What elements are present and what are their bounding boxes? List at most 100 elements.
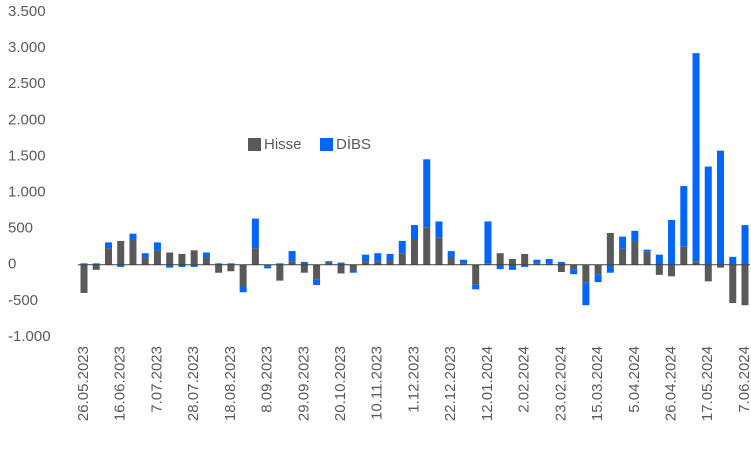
bar [508, 264, 516, 270]
bar [349, 270, 357, 273]
bar [643, 249, 651, 252]
bar [166, 252, 174, 265]
bar [447, 257, 455, 265]
bar [202, 257, 210, 265]
bar [582, 264, 590, 283]
bar [80, 264, 88, 293]
x-tick-label: 5.04.2024 [626, 346, 643, 413]
bar [215, 264, 223, 273]
bar [557, 264, 565, 272]
bar [325, 261, 333, 263]
bar [729, 264, 737, 304]
y-tick-label: -500 [8, 292, 38, 309]
bar [459, 259, 467, 264]
bar [129, 233, 137, 240]
bar [423, 159, 431, 228]
bar [472, 264, 480, 285]
x-tick-label: 28.07.2023 [185, 346, 202, 421]
bar [545, 259, 553, 264]
bar [570, 264, 578, 270]
bar [533, 263, 541, 265]
y-tick-label: 2.500 [8, 75, 46, 92]
bar [251, 248, 259, 265]
bar [521, 264, 529, 267]
bar [582, 282, 590, 306]
x-tick-label: 2.02.2024 [516, 346, 533, 413]
x-tick-label: 15.03.2024 [589, 346, 606, 421]
x-tick-label: 12.01.2024 [479, 346, 496, 421]
legend-swatch [320, 138, 333, 151]
bar [692, 53, 700, 262]
bar [668, 264, 676, 277]
x-tick-label: 22.12.2023 [442, 346, 459, 421]
bar [300, 261, 308, 265]
y-tick-label: 0 [8, 256, 16, 273]
bar [104, 248, 112, 265]
x-tick-label: 1.12.2023 [405, 346, 422, 413]
bar [251, 218, 259, 249]
bar [202, 252, 210, 258]
bar [349, 264, 357, 271]
bar [594, 274, 602, 283]
bar [717, 264, 725, 268]
bar [606, 233, 614, 265]
x-tick-label: 26.04.2024 [663, 346, 680, 421]
bar [92, 264, 100, 270]
y-tick-label: 2.000 [8, 111, 46, 128]
bar [215, 263, 223, 265]
bar [374, 261, 382, 265]
x-tick-label: 7.07.2023 [148, 346, 165, 413]
bar [729, 256, 737, 265]
bar [570, 269, 578, 275]
bar [239, 264, 247, 287]
bar [141, 253, 149, 258]
bar [386, 253, 394, 261]
bar [362, 261, 370, 265]
bar [117, 240, 125, 265]
bar [227, 264, 235, 272]
bar [435, 221, 443, 238]
bar [521, 253, 529, 265]
bar [533, 259, 541, 264]
bar [594, 264, 602, 275]
bar [704, 264, 712, 282]
bar [166, 264, 174, 268]
legend-swatch [248, 138, 261, 151]
bar [717, 150, 725, 265]
bar [472, 284, 480, 290]
bar [398, 253, 406, 265]
x-tick-label: 10.11.2023 [369, 346, 386, 420]
bar [484, 263, 492, 265]
bar [447, 251, 455, 258]
bar [680, 186, 688, 247]
bar [545, 263, 553, 265]
bar [276, 263, 284, 265]
bar [264, 266, 272, 269]
x-tick-label: 29.09.2023 [295, 346, 312, 421]
bar [227, 263, 235, 265]
bar [104, 242, 112, 249]
bar [80, 263, 88, 265]
bar [704, 166, 712, 265]
bar [643, 251, 651, 265]
y-tick-label: 1.500 [8, 147, 46, 164]
bar [337, 262, 345, 265]
x-tick-label: 8.09.2023 [259, 346, 276, 413]
bar [129, 239, 137, 265]
bar [92, 263, 100, 265]
bar [398, 240, 406, 254]
bar [288, 251, 296, 262]
bar [631, 230, 639, 241]
x-tick-label: 20.10.2023 [332, 346, 349, 421]
x-tick-label: 23.02.2024 [552, 346, 569, 421]
bar [190, 264, 198, 267]
bar [741, 225, 749, 265]
bar [276, 264, 284, 281]
bar [178, 253, 186, 265]
bar [631, 240, 639, 265]
bar [484, 221, 492, 264]
bar [619, 236, 627, 249]
bar [374, 253, 382, 262]
x-tick-label: 16.06.2023 [112, 346, 129, 421]
